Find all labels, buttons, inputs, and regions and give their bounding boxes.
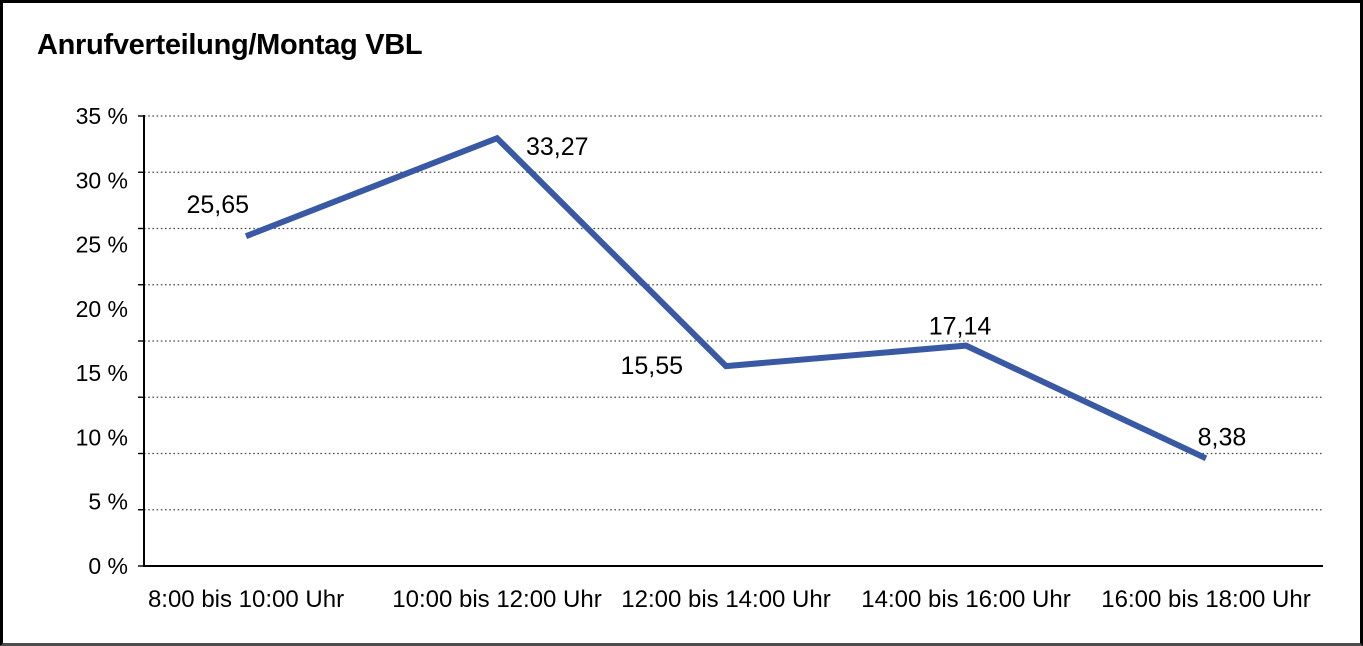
y-axis-label: 25 % (76, 232, 128, 258)
x-axis-label: 8:00 bis 10:00 Uhr (148, 586, 344, 613)
data-point-label: 17,14 (929, 313, 992, 341)
data-point-label: 25,65 (186, 191, 249, 219)
y-axis-label: 5 % (88, 489, 128, 515)
x-axis-label: 14:00 bis 16:00 Uhr (861, 586, 1070, 613)
y-axis-label: 15 % (76, 360, 128, 386)
y-axis-label: 20 % (76, 296, 128, 322)
line-chart-canvas: 35 % 30 % 25 % 20 % 15 % 10 % 5 % 0 % 8:00 bis 1… (76, 103, 1323, 613)
y-axis-label: 30 % (76, 167, 128, 193)
chart-title: Anrufverteilung/Montag VBL (37, 29, 423, 61)
x-axis-label: 16:00 bis 18:00 Uhr (1101, 586, 1310, 613)
data-point-label: 8,38 (1198, 423, 1247, 451)
x-axis-label: 10:00 bis 12:00 Uhr (392, 586, 601, 613)
data-point-label: 15,55 (620, 352, 683, 380)
y-axis-label: 10 % (76, 424, 128, 450)
data-point-label: 33,27 (526, 133, 589, 161)
y-axis-label: 35 % (76, 103, 128, 129)
y-axis-label: 0 % (88, 553, 128, 579)
data-line (244, 134, 1208, 462)
x-axis-label: 12:00 bis 14:00 Uhr (621, 586, 830, 613)
